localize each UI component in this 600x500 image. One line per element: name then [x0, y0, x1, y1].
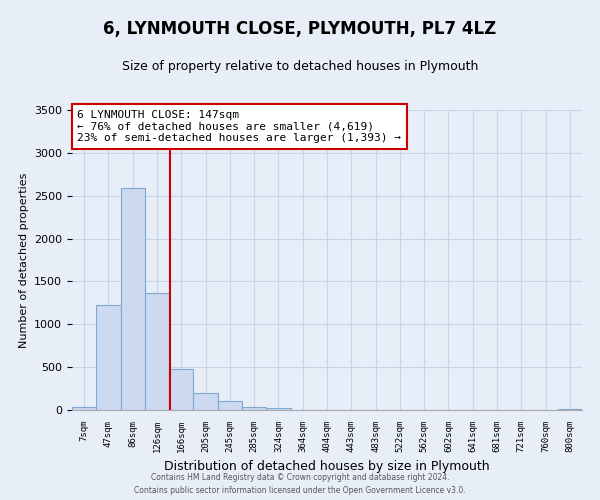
Text: Contains HM Land Registry data © Crown copyright and database right 2024.
Contai: Contains HM Land Registry data © Crown c… — [134, 473, 466, 495]
Bar — [121, 188, 145, 410]
Bar — [193, 394, 218, 410]
Text: 6, LYNMOUTH CLOSE, PLYMOUTH, PL7 4LZ: 6, LYNMOUTH CLOSE, PLYMOUTH, PL7 4LZ — [103, 20, 497, 38]
Text: Size of property relative to detached houses in Plymouth: Size of property relative to detached ho… — [122, 60, 478, 73]
Bar — [145, 294, 169, 410]
Text: 6 LYNMOUTH CLOSE: 147sqm
← 76% of detached houses are smaller (4,619)
23% of sem: 6 LYNMOUTH CLOSE: 147sqm ← 76% of detach… — [77, 110, 401, 143]
Bar — [242, 406, 266, 410]
Bar — [96, 304, 121, 410]
X-axis label: Distribution of detached houses by size in Plymouth: Distribution of detached houses by size … — [164, 460, 490, 473]
Bar — [266, 408, 290, 410]
Bar — [169, 369, 193, 410]
Bar — [72, 406, 96, 410]
Y-axis label: Number of detached properties: Number of detached properties — [19, 172, 29, 348]
Bar — [218, 401, 242, 410]
